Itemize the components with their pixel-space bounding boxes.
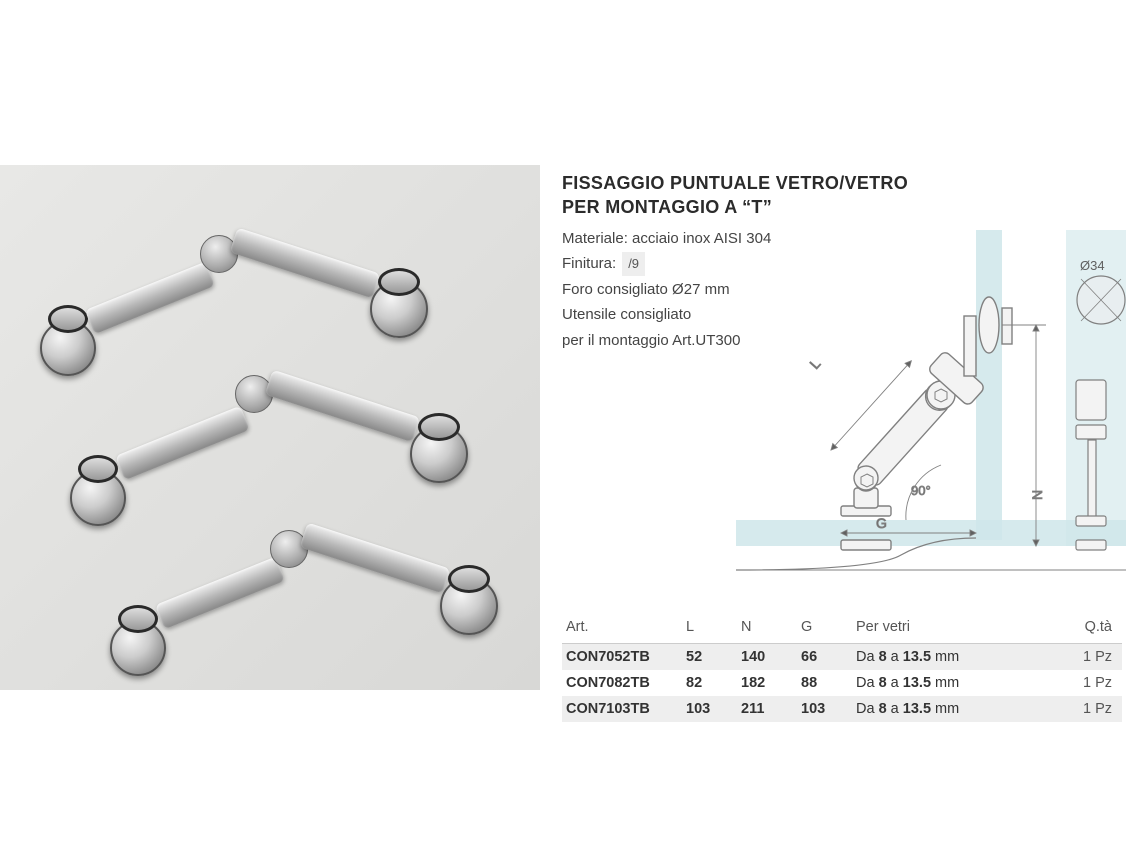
finish-label: Finitura: [562, 251, 616, 277]
finish-value: /9 [622, 252, 645, 276]
info-column: FISSAGGIO PUNTUALE VETRO/VETRO PER MONTA… [540, 165, 1126, 722]
table-row: CON7082TB8218288Da 8 a 13.5 mm1 Pz [562, 670, 1122, 696]
dim-l-label: L [806, 355, 823, 372]
dia-label: Ø34 [1080, 258, 1105, 273]
cell-art: CON7082TB [562, 670, 682, 696]
tool-line2: per il montaggio Art.UT300 [562, 328, 740, 354]
cell-qty: 1 Pz [1052, 670, 1122, 696]
angle-label: 90° [911, 483, 931, 498]
cell-g: 103 [797, 696, 852, 722]
cell-l: 82 [682, 670, 737, 696]
col-art: Art. [562, 613, 682, 644]
col-l: L [682, 613, 737, 644]
dim-g-label: G [876, 515, 887, 531]
cell-art: CON7052TB [562, 644, 682, 671]
cell-l: 103 [682, 696, 737, 722]
product-photo [0, 165, 540, 690]
cell-n: 211 [737, 696, 797, 722]
col-glass: Per vetri [852, 613, 1052, 644]
dim-n-label: N [1029, 490, 1045, 500]
cell-g: 66 [797, 644, 852, 671]
page-layout: FISSAGGIO PUNTUALE VETRO/VETRO PER MONTA… [0, 165, 1126, 722]
col-qty: Q.tà [1052, 613, 1122, 644]
table-header-row: Art. L N G Per vetri Q.tà [562, 613, 1122, 644]
col-g: G [797, 613, 852, 644]
table-row: CON7052TB5214066Da 8 a 13.5 mm1 Pz [562, 644, 1122, 671]
cell-n: 140 [737, 644, 797, 671]
cell-g: 88 [797, 670, 852, 696]
product-title-line1: FISSAGGIO PUNTUALE VETRO/VETRO [562, 171, 1126, 195]
hole-label: Foro consigliato Ø27 mm [562, 277, 730, 303]
tool-line1: Utensile consigliato [562, 302, 691, 328]
cell-qty: 1 Pz [1052, 644, 1122, 671]
cell-glass: Da 8 a 13.5 mm [852, 670, 1052, 696]
cell-n: 182 [737, 670, 797, 696]
product-title-line2: PER MONTAGGIO A “T” [562, 195, 1126, 219]
cell-glass: Da 8 a 13.5 mm [852, 644, 1052, 671]
cell-l: 52 [682, 644, 737, 671]
table-row: CON7103TB103211103Da 8 a 13.5 mm1 Pz [562, 696, 1122, 722]
technical-diagram: Ø34 [736, 230, 1126, 595]
cell-qty: 1 Pz [1052, 696, 1122, 722]
col-n: N [737, 613, 797, 644]
cell-glass: Da 8 a 13.5 mm [852, 696, 1052, 722]
spec-table: Art. L N G Per vetri Q.tà CON7052TB52140… [562, 613, 1122, 722]
cell-art: CON7103TB [562, 696, 682, 722]
